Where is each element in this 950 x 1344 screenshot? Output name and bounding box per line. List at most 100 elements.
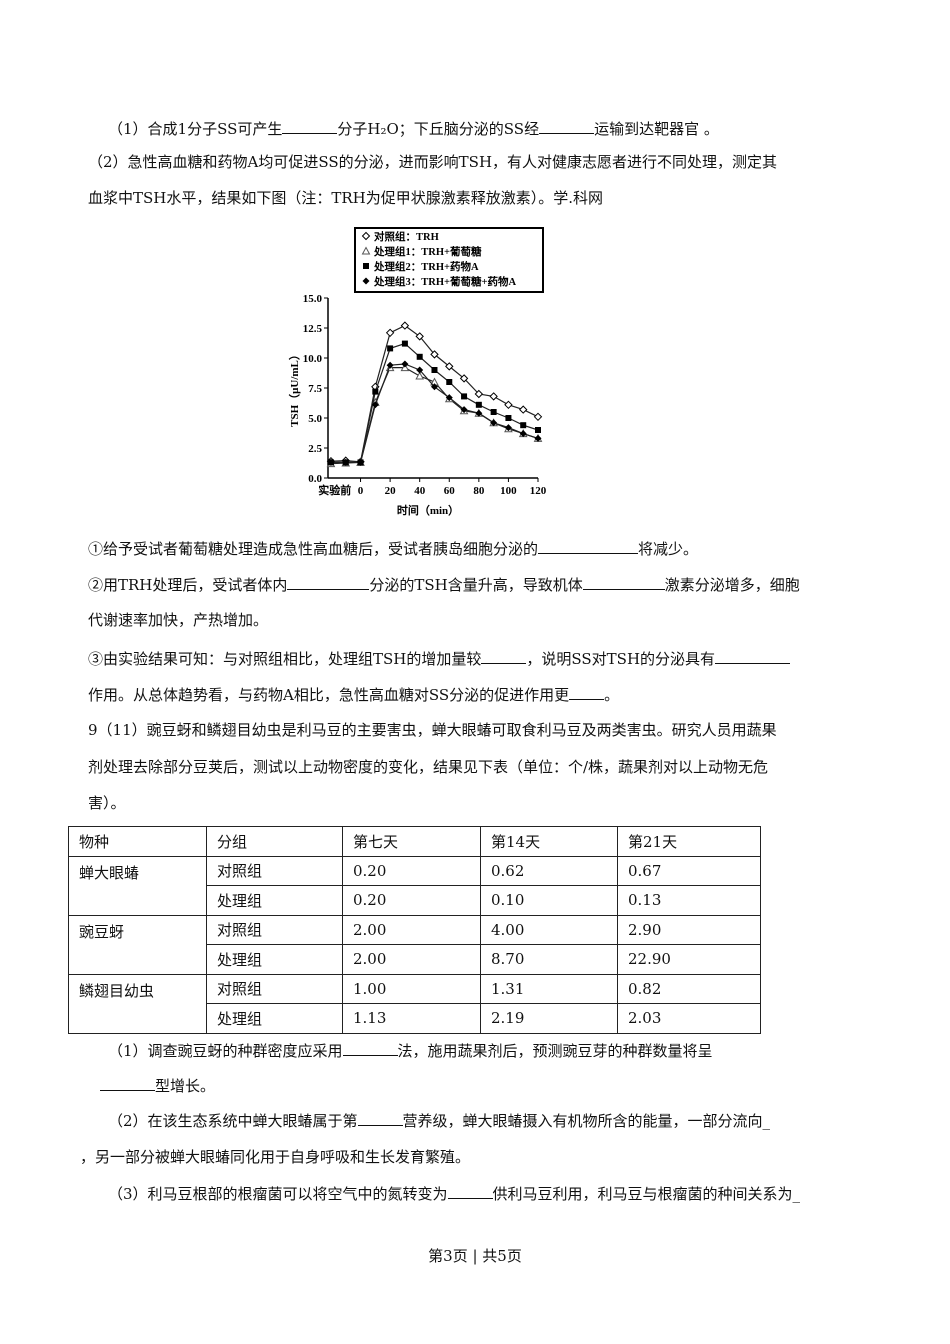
q9-part1-cont: 型增长。 <box>100 1075 215 1096</box>
x-tick-label: 120 <box>530 485 547 497</box>
species-cell: 鳞翅目幼虫 <box>68 973 207 1034</box>
header-cell: 第14天 <box>480 826 618 857</box>
y-axis-label: TSH（μU/mL） <box>288 349 301 427</box>
q9-part2: （2）在该生态系统中蝉大眼蝽属于第 营养级，蝉大眼蝽摄入有机物所含的能量，一部分流… <box>108 1110 770 1131</box>
text: 分泌的TSH含量升高，导致机体 <box>369 576 583 594</box>
data-point <box>416 366 424 374</box>
y-tick-label: 5.0 <box>308 413 322 425</box>
table-cell: 2.03 <box>617 1003 761 1034</box>
table-row: 处理组 0.20 0.10 0.13 <box>69 885 761 916</box>
x-tick-label: 100 <box>500 485 517 497</box>
text: ③由实验结果可知：与对照组相比，处理组TSH的增加量较 <box>88 650 482 668</box>
y-tick-label: 0.0 <box>308 473 322 485</box>
data-point <box>520 422 527 429</box>
header-cell: 第七天 <box>342 826 481 857</box>
answer-blank <box>282 118 338 134</box>
y-tick-label: 7.5 <box>308 383 322 395</box>
data-point <box>474 389 484 399</box>
text: 营养级，蝉大眼蝽摄入有机物所含的能量，一部分流向_ <box>402 1112 771 1130</box>
answer-blank <box>342 1040 398 1056</box>
data-point <box>327 458 335 466</box>
answer-blank <box>100 1075 155 1091</box>
data-point <box>446 379 453 385</box>
table-cell: 处理组 <box>206 1003 343 1034</box>
data-point <box>445 394 453 402</box>
table-cell: 处理组 <box>206 885 343 916</box>
data-point <box>535 427 541 433</box>
q8-part1: （1）合成1分子SS可产生 分子H₂O；下丘脑分泌的SS经 运输到达靶器官 。 <box>108 118 719 139</box>
species-cell: 蝉大眼蝽 <box>68 855 207 916</box>
text: （1）调查豌豆蚜的种群密度应采用 <box>108 1042 343 1060</box>
text: （1）合成1分子SS可产生 <box>108 120 283 138</box>
x-tick-label: 实验前 <box>318 483 351 497</box>
header-cell: 物种 <box>68 826 207 857</box>
data-point <box>415 371 425 380</box>
data-point <box>519 405 528 414</box>
table-cell: 对照组 <box>206 914 343 945</box>
data-point <box>371 401 379 409</box>
table-row: 处理组 1.13 2.19 2.03 <box>69 1003 761 1034</box>
x-tick-label: 0 <box>358 485 364 497</box>
data-point <box>401 360 409 368</box>
answer-blank <box>582 574 665 590</box>
table-cell: 处理组 <box>206 944 343 975</box>
table-cell: 0.13 <box>617 885 761 916</box>
data-point <box>385 328 395 338</box>
table-row: 蝉大眼蝽 对照组 0.20 0.62 0.67 <box>68 855 761 916</box>
text: 作用。从总体趋势看，与药物A相比，急性高血糖对SS分泌的促进作用更 <box>88 686 570 704</box>
answer-blank <box>538 538 639 554</box>
answer-blank <box>481 648 527 664</box>
series-line <box>330 324 539 463</box>
table-cell: 对照组 <box>206 973 343 1004</box>
table-header-row: 物种 分组 第七天 第14天 第21天 <box>68 826 761 857</box>
legend-label: 处理组3：TRH+葡萄糖+药物A <box>373 275 516 288</box>
legend-marker <box>361 246 371 255</box>
data-point <box>475 401 482 408</box>
y-tick-label: 10.0 <box>303 353 323 365</box>
tsh-chart: 0.0 2.5 5.0 7.5 10.0 12.5 15.0 实验前 0 20 40 60 80 100 1… <box>288 227 547 517</box>
text: （2）在该生态系统中蝉大眼蝽属于第 <box>108 1112 358 1130</box>
page-footer: 第3页 | 共5页 <box>428 1247 522 1265</box>
data-point <box>415 332 424 341</box>
data-point <box>490 409 497 415</box>
data-point <box>533 412 543 422</box>
table-cell: 0.20 <box>342 885 481 916</box>
answer-blank <box>715 648 791 664</box>
table-cell: 1.13 <box>342 1003 481 1034</box>
table-cell: 2.00 <box>342 914 481 945</box>
data-point <box>342 458 350 466</box>
data-point <box>401 340 408 347</box>
text: ①给予受试者葡萄糖处理造成急性高血糖后，受试者胰岛细胞分泌的 <box>88 540 539 558</box>
data-point <box>475 409 483 417</box>
q9-stem-1: 9（11）豌豆蚜和鳞翅目幼虫是利马豆的主要害虫，蝉大眼蝽可取食利马豆及两类害虫。… <box>88 721 777 739</box>
table-cell: 0.20 <box>342 855 481 886</box>
table-cell: 0.67 <box>617 855 761 886</box>
data-point <box>387 345 394 352</box>
x-axis-label: 时间（min） <box>397 503 459 517</box>
data-point <box>386 361 394 369</box>
data-point <box>400 321 410 330</box>
text: 将减少。 <box>638 540 699 558</box>
q9-part2-cont: ，另一部分被蝉大眼蝽同化用于自身呼吸和生长发育繁殖。 <box>80 1148 471 1166</box>
data-point <box>505 415 512 421</box>
table-cell: 1.00 <box>342 973 481 1004</box>
answer-blank <box>447 1183 493 1199</box>
data-point <box>490 419 498 427</box>
answer-blank <box>357 1110 403 1126</box>
data-point <box>431 367 438 373</box>
table-cell: 22.90 <box>617 944 761 975</box>
legend-marker <box>362 277 370 285</box>
q8-sub1: ①给予受试者葡萄糖处理造成急性高血糖后，受试者胰岛细胞分泌的 将减少。 <box>88 538 698 559</box>
data-point <box>534 434 542 442</box>
data-point <box>461 393 468 400</box>
answer-blank <box>569 684 605 700</box>
data-point <box>459 374 469 383</box>
x-tick-label: 80 <box>473 485 485 497</box>
x-tick-label: 60 <box>444 485 456 497</box>
data-point <box>460 406 468 414</box>
legend-box <box>354 227 544 293</box>
q8-part2-line1: （2）急性高血糖和药物A均可促进SS的分泌，进而影响TSH，有人对健康志愿者进行… <box>88 153 778 171</box>
data-point <box>489 392 498 401</box>
legend-marker <box>363 263 369 269</box>
